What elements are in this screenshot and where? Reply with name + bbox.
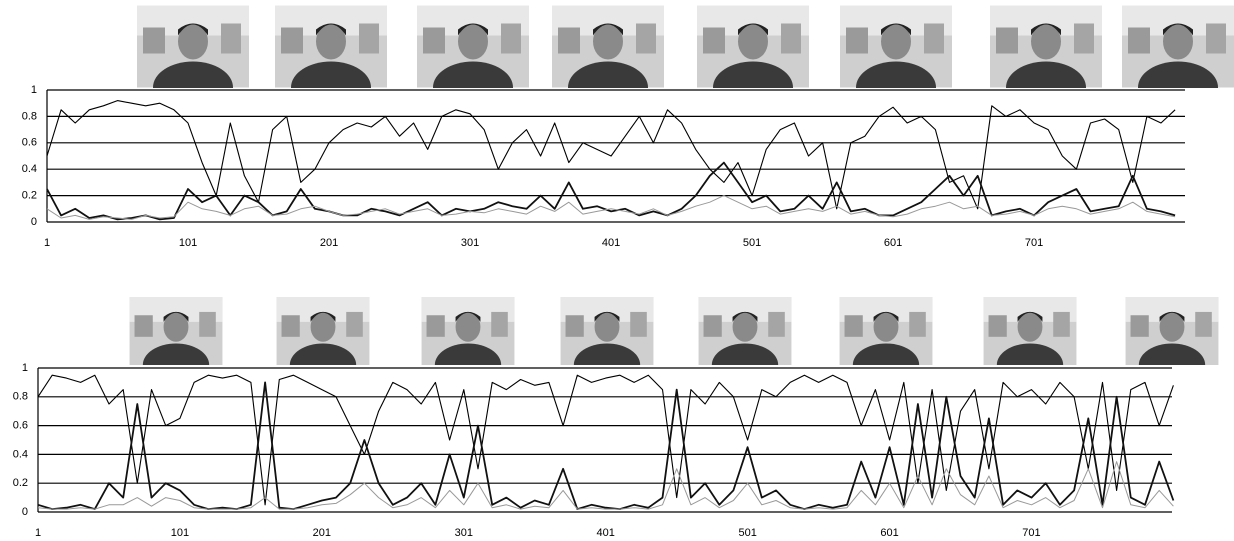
y-tick-label: 0.2 xyxy=(13,477,28,489)
data-line xyxy=(46,100,1176,210)
face-thumbnail xyxy=(129,297,223,365)
x-tick-label: 301 xyxy=(455,527,473,539)
face-thumbnail xyxy=(1125,297,1219,365)
face-thumbnail xyxy=(276,297,370,365)
face-thumbnail xyxy=(698,297,792,365)
x-tick-label: 601 xyxy=(884,237,902,249)
y-tick-label: 0 xyxy=(22,506,28,518)
data-line xyxy=(37,374,1174,506)
face-thumbnail xyxy=(1122,5,1234,88)
y-tick-label: 0.2 xyxy=(22,190,37,202)
x-tick-label: 101 xyxy=(171,527,189,539)
y-tick-label: 1 xyxy=(31,84,37,96)
y-tick-label: 0 xyxy=(31,216,37,228)
x-tick-label: 401 xyxy=(597,527,615,539)
face-thumbnail xyxy=(983,297,1077,365)
face-thumbnail xyxy=(840,5,952,88)
thumbnails-top xyxy=(137,5,1234,88)
x-tick-label: 701 xyxy=(1022,527,1040,539)
face-thumbnail xyxy=(697,5,809,88)
face-thumbnail xyxy=(560,297,654,365)
face-thumbnail xyxy=(137,5,249,88)
x-tick-label: 701 xyxy=(1025,237,1043,249)
x-tick-label: 1 xyxy=(35,527,41,539)
data-line xyxy=(37,381,1175,510)
y-tick-label: 0.8 xyxy=(13,391,28,403)
y-tick-label: 0.8 xyxy=(22,110,37,122)
x-tick-label: 301 xyxy=(461,237,479,249)
data-line xyxy=(46,195,1176,220)
y-tick-label: 1 xyxy=(22,362,28,374)
face-thumbnail xyxy=(839,297,933,365)
data-line xyxy=(37,461,1174,510)
face-thumbnail xyxy=(421,297,515,365)
line-chart: 0 0.2 0.4 0.6 0.8 1 1 101 201 301 401 501 601 701 xyxy=(13,362,1175,539)
y-tick-label: 0.6 xyxy=(22,137,37,149)
line-chart: 0 0.2 0.4 0.6 0.8 1 1 101 201 301 401 501 601 701 xyxy=(22,84,1185,249)
x-tick-label: 501 xyxy=(738,527,756,539)
face-thumbnail xyxy=(417,5,529,88)
x-tick-label: 1 xyxy=(44,237,50,249)
thumbnails-bottom xyxy=(129,297,1219,365)
data-line xyxy=(46,161,1176,221)
x-tick-label: 201 xyxy=(313,527,331,539)
y-tick-label: 0.4 xyxy=(22,163,37,175)
face-thumbnail xyxy=(552,5,664,88)
y-tick-label: 0.6 xyxy=(13,420,28,432)
x-tick-label: 201 xyxy=(320,237,338,249)
x-tick-label: 401 xyxy=(602,237,620,249)
x-tick-label: 601 xyxy=(880,527,898,539)
face-thumbnail xyxy=(990,5,1102,88)
face-thumbnail xyxy=(275,5,387,88)
x-tick-label: 101 xyxy=(179,237,197,249)
x-tick-label: 501 xyxy=(743,237,761,249)
y-tick-label: 0.4 xyxy=(13,448,28,460)
